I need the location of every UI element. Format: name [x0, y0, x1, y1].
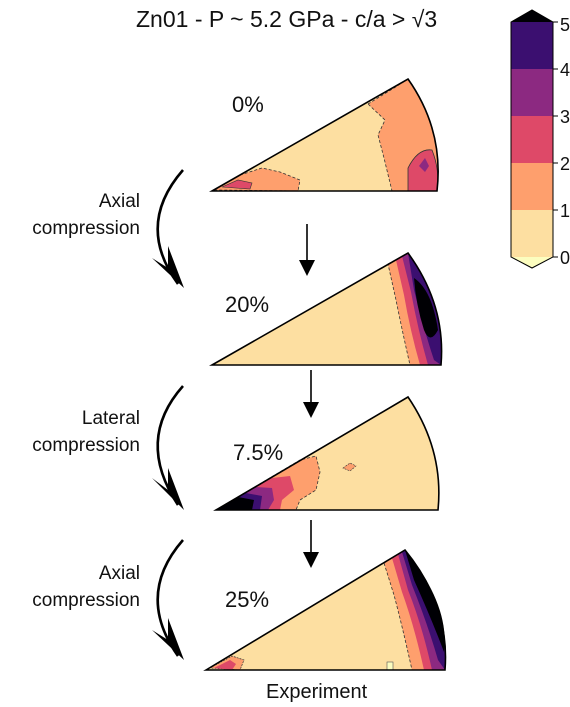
colorbar-extend-max	[511, 10, 553, 22]
colorbar-band-2-3	[511, 116, 553, 163]
colorbar-tick-3: 3	[560, 107, 570, 127]
colorbar-extend-min	[511, 257, 553, 268]
ipf-level-3-spot	[419, 158, 429, 172]
curved-arrowhead-1	[152, 246, 184, 288]
colorbar-tick-2: 2	[560, 154, 570, 174]
ipf-level-1-spot	[342, 462, 357, 472]
colorbar-tick-1: 1	[560, 201, 570, 221]
figure-title: Zn01 - P ~ 5.2 GPa - c/a > √3	[136, 6, 438, 32]
colorbar-band-1-2	[511, 163, 553, 210]
strain-label-25: 25%	[225, 587, 270, 612]
ipf-above-max-region	[216, 497, 254, 510]
colorbar-tick-marks	[553, 21, 558, 258]
ipf-above-max-region	[405, 550, 445, 652]
curved-arrows	[156, 169, 184, 657]
ipf-level-2-region-left	[214, 660, 236, 670]
step-arrows	[299, 224, 319, 568]
colorbar-tick-0: 0	[560, 248, 570, 268]
colorbar-band-4-5	[511, 22, 553, 69]
ipf-level-2-region-left	[221, 179, 253, 190]
strain-label-7-5: 7.5%	[233, 440, 284, 465]
side-label-lateral: Lateral compression	[32, 408, 140, 456]
ipf-outline	[203, 548, 447, 671]
ipf-level-4-region	[402, 550, 446, 670]
strain-label-20: 20%	[225, 292, 270, 317]
colorbar	[510, 9, 558, 269]
ipf-panel-7-5	[213, 395, 440, 511]
colorbar-tick-4: 4	[560, 60, 570, 80]
colorbar-band-0-1	[511, 210, 553, 257]
ipf-above-max-region	[414, 278, 438, 338]
colorbar-tick-5: 5	[560, 15, 570, 35]
ipf-panel-0	[208, 77, 439, 192]
ipf-panel-25	[203, 548, 447, 671]
ipf-base	[212, 253, 442, 365]
strain-label-0: 0%	[232, 92, 264, 117]
ipf-outline	[213, 395, 440, 511]
curved-arrowhead-2	[152, 468, 184, 510]
ipf-outline	[208, 251, 443, 366]
ipf-panel-20	[208, 251, 443, 366]
colorbar-band-3-4	[511, 69, 553, 116]
footer-label: Experiment	[266, 681, 368, 703]
curved-arrowhead-3	[152, 618, 184, 660]
side-label-axial-2: Axial compression	[32, 563, 140, 611]
curved-arrowheads	[152, 246, 184, 660]
side-label-axial-1: Axial compression	[32, 191, 140, 239]
ipf-below-min-spot	[386, 661, 394, 671]
ipf-outline	[208, 77, 439, 192]
ipf-base	[206, 550, 446, 670]
